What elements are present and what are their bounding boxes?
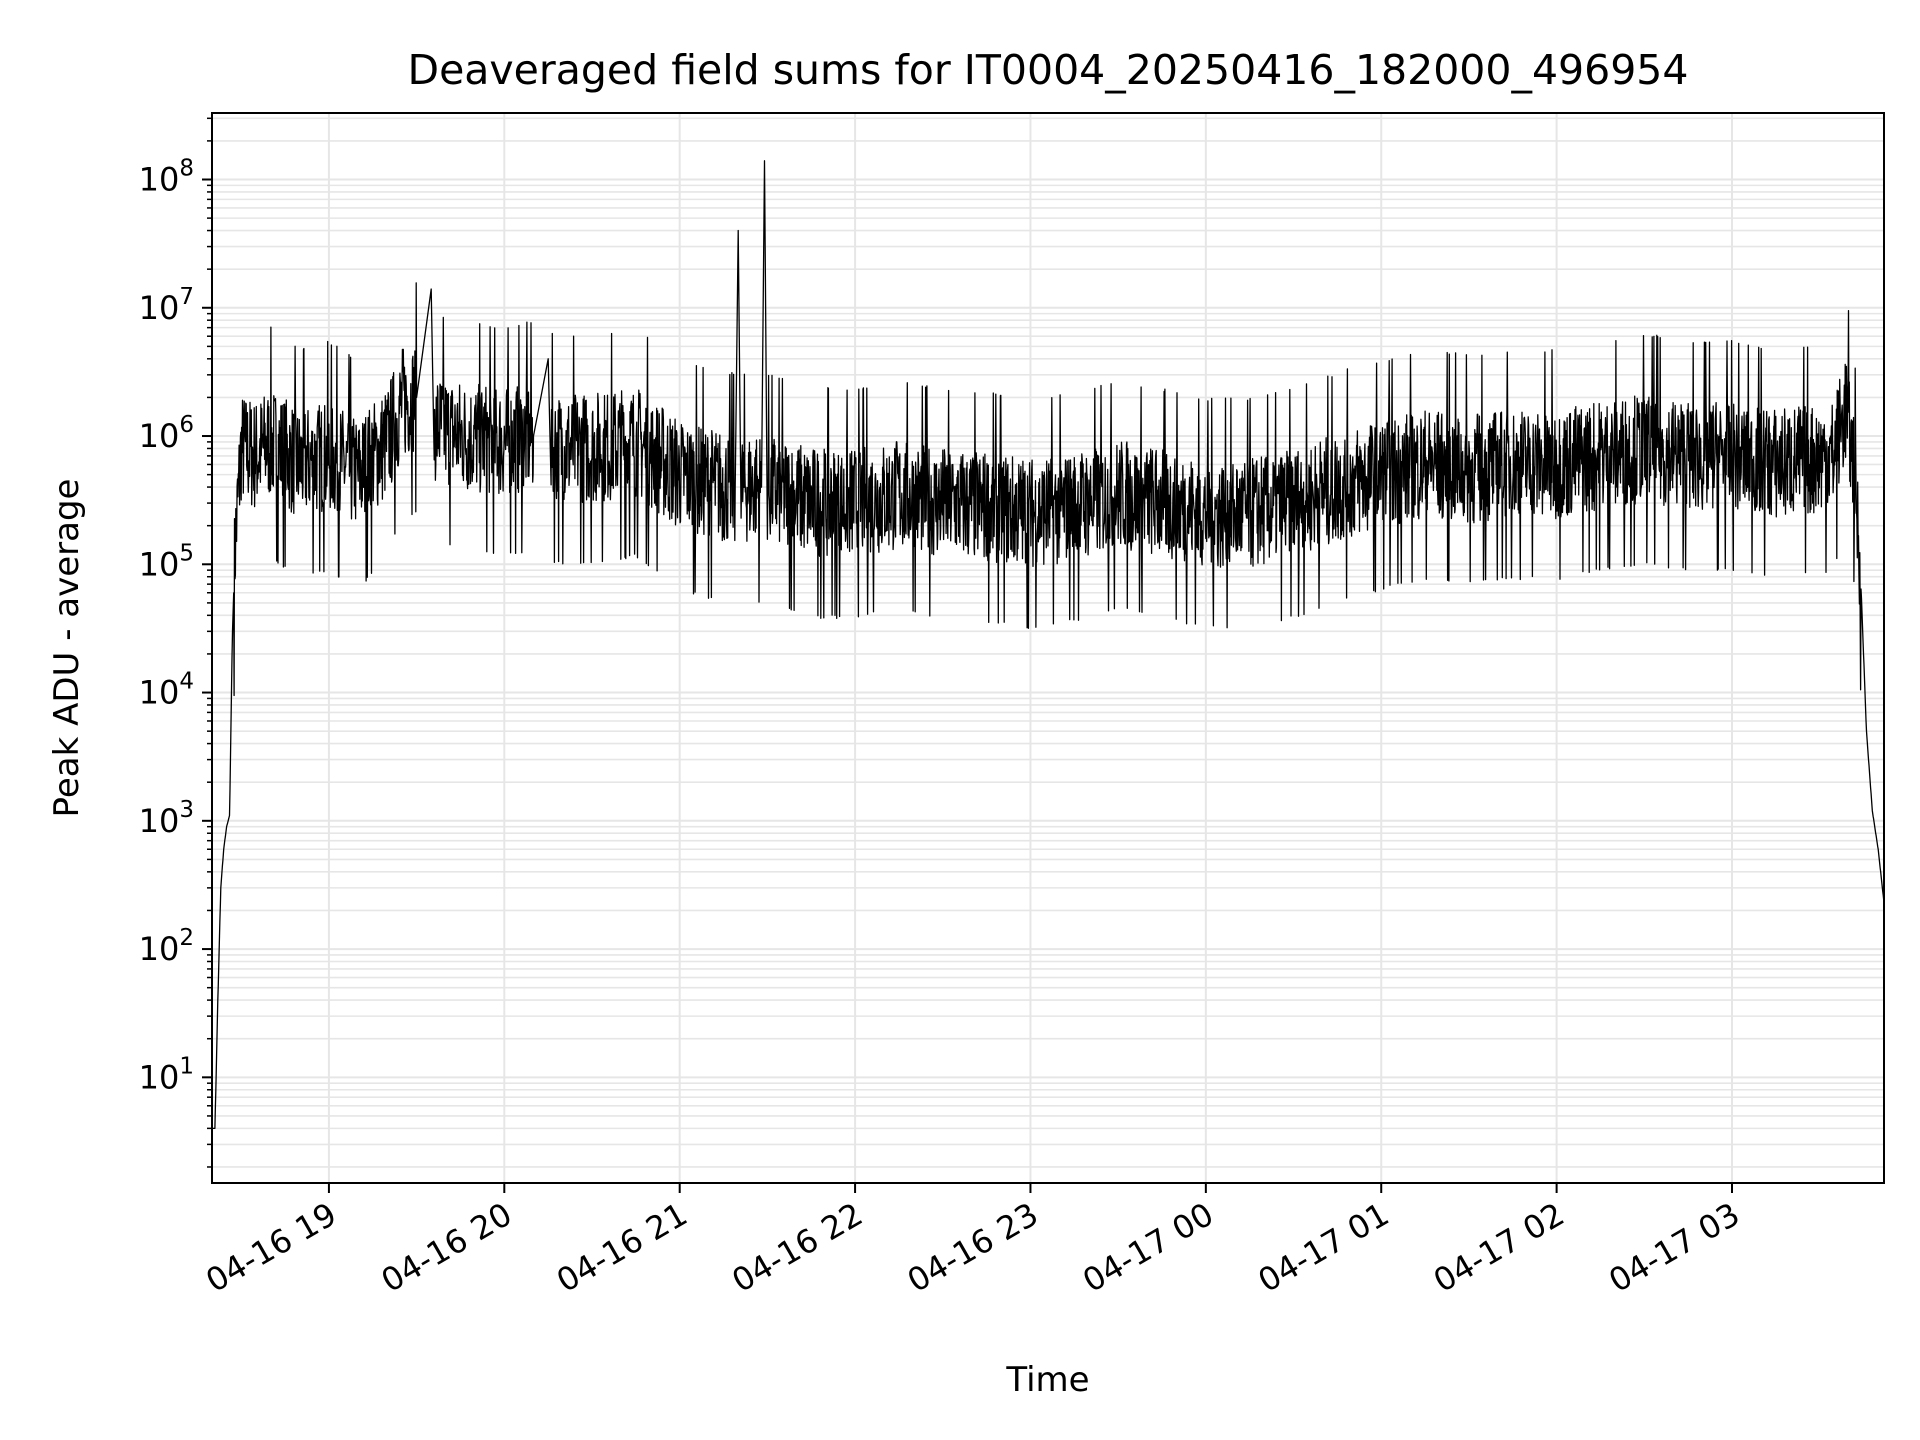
x-tick-label: 04-16 21 — [550, 1195, 694, 1300]
x-tick-label: 04-17 00 — [1076, 1195, 1220, 1300]
x-tick-label: 04-17 03 — [1602, 1195, 1746, 1300]
x-tick-label: 04-16 20 — [375, 1195, 519, 1300]
y-tick-label: 106 — [139, 412, 194, 455]
x-tick-label: 04-17 01 — [1252, 1195, 1396, 1300]
series-line — [211, 160, 1885, 1130]
y-tick-label: 107 — [139, 284, 194, 327]
y-tick-label: 101 — [139, 1053, 194, 1096]
x-tick-label: 04-16 19 — [199, 1195, 343, 1300]
axis-ticks: 101 102 103 104 105 106 107 108 04-16 19 04-16 20… — [139, 117, 1746, 1300]
plot-frame — [211, 112, 1885, 1184]
x-tick-label: 04-16 23 — [901, 1195, 1045, 1300]
x-tick-label: 04-17 02 — [1427, 1195, 1571, 1300]
y-tick-label: 104 — [139, 669, 194, 712]
x-tick-label: 04-16 22 — [725, 1195, 869, 1300]
series-line-layer — [211, 160, 1885, 1130]
chart-title: Deaveraged field sums for IT0004_2025041… — [408, 46, 1689, 94]
y-tick-label: 102 — [139, 925, 194, 968]
y-tick-label: 108 — [139, 156, 194, 199]
y-tick-label: 105 — [139, 540, 194, 583]
y-tick-label: 103 — [139, 797, 194, 840]
y-axis-label: Peak ADU - average — [47, 479, 87, 818]
grid-lines — [212, 113, 1884, 1183]
x-axis-label: Time — [1005, 1360, 1089, 1400]
